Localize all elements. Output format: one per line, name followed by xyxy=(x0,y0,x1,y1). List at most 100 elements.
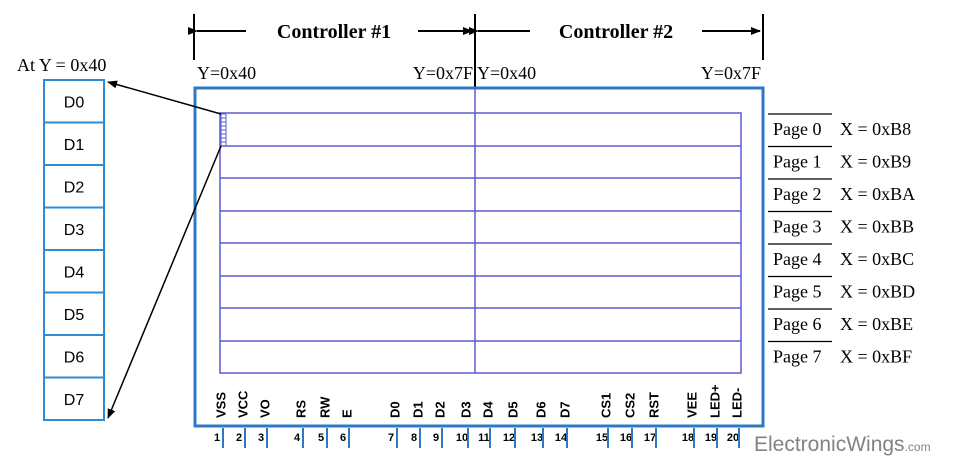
page-x-address: X = 0xB8 xyxy=(840,119,911,139)
controller-1-label: Controller #1 xyxy=(277,21,391,43)
page-label: Page 4 X = 0xBC xyxy=(768,243,914,269)
pin: CS2 16 xyxy=(620,393,638,448)
pin: CS1 15 xyxy=(596,393,614,448)
controller-2-label: Controller #2 xyxy=(559,21,673,43)
pin-number: 13 xyxy=(531,432,543,444)
page-name: Page 4 xyxy=(773,249,822,269)
pin-name: LED- xyxy=(730,388,745,418)
pin-name: D5 xyxy=(506,401,521,418)
page-name: Page 7 xyxy=(773,347,822,367)
pin-number: 18 xyxy=(682,432,694,444)
pin: D3 10 xyxy=(456,401,474,448)
page-label: Page 3 X = 0xBB xyxy=(768,210,914,237)
page-label: Page 1 X = 0xB9 xyxy=(768,145,911,172)
pin: D6 13 xyxy=(531,401,549,448)
controller-1-y-start: Y=0x40 xyxy=(197,63,256,83)
pin: RS 4 xyxy=(294,400,309,448)
pin-name: D4 xyxy=(481,401,496,418)
pin: VO 3 xyxy=(258,399,273,448)
pin-number: 11 xyxy=(478,432,490,444)
page-name: Page 6 xyxy=(773,314,822,334)
page-name: Page 0 xyxy=(773,119,822,139)
page-label: Page 7 X = 0xBF xyxy=(768,340,912,367)
pin-number: 10 xyxy=(456,432,468,444)
page-name: Page 2 xyxy=(773,184,822,204)
pin: RST 17 xyxy=(644,392,662,448)
controller-2-y-start: Y=0x40 xyxy=(477,63,536,83)
pin-number: 2 xyxy=(236,432,242,444)
pin: RW 5 xyxy=(318,396,333,448)
page-x-address: X = 0xBE xyxy=(840,314,913,334)
pin-name: D1 xyxy=(411,401,426,418)
byte-column-title: At Y = 0x40 xyxy=(17,55,106,75)
pin-number: 17 xyxy=(644,432,656,444)
pin-number: 9 xyxy=(433,432,439,444)
page-x-address: X = 0xBD xyxy=(840,282,915,302)
pointer-to-d0 xyxy=(107,80,222,115)
pin: LED- 20 xyxy=(727,388,745,448)
pin-name: RST xyxy=(647,392,662,418)
pin-name: D7 xyxy=(558,401,573,418)
bit-label: D2 xyxy=(64,179,85,196)
pin-name: RS xyxy=(294,400,309,418)
bit-cell xyxy=(43,164,105,209)
pin-name: VCC xyxy=(236,390,251,418)
bit-label: D5 xyxy=(64,307,85,324)
pin-name: LED+ xyxy=(708,384,723,418)
pin: D1 8 xyxy=(411,401,426,448)
page-x-address: X = 0xBC xyxy=(840,249,914,269)
pin-name: VO xyxy=(258,399,273,418)
bit-cell xyxy=(43,121,105,166)
byte-bit-column: D0 D1 D2 D3 D4 D5 D6 D7 xyxy=(43,79,105,421)
page-name: Page 3 xyxy=(773,217,822,237)
pin-name: CS1 xyxy=(599,393,614,418)
pin-name: D2 xyxy=(433,401,448,418)
pin-number: 7 xyxy=(388,432,394,444)
pin: D4 11 xyxy=(478,401,496,448)
pin-name: D6 xyxy=(534,401,549,418)
page-grid xyxy=(219,88,742,374)
pin-name: VEE xyxy=(685,392,700,418)
watermark-name: ElectronicWings xyxy=(754,433,905,456)
bit-label: D3 xyxy=(64,222,85,239)
pin-number: 4 xyxy=(294,432,301,444)
pointer-to-d7 xyxy=(107,145,222,419)
pin-name: CS2 xyxy=(623,393,638,418)
page-x-address: X = 0xBB xyxy=(840,217,914,237)
page-label: Page 2 X = 0xBA xyxy=(768,178,915,204)
page-x-address: X = 0xB9 xyxy=(840,152,911,172)
page-x-address: X = 0xBA xyxy=(840,184,915,204)
pin-number: 6 xyxy=(340,432,346,444)
pin-name: RW xyxy=(318,396,333,418)
pin-number: 19 xyxy=(705,432,717,444)
page-label: Page 0 X = 0xB8 xyxy=(768,113,911,139)
pin-number: 8 xyxy=(411,432,417,444)
pin-number: 1 xyxy=(214,432,220,444)
pin-name: D0 xyxy=(388,401,403,418)
bit-cell xyxy=(43,376,105,421)
pin-name: VSS xyxy=(214,392,229,418)
page-label: Page 6 X = 0xBE xyxy=(768,308,913,334)
bit-label: D7 xyxy=(64,392,85,409)
pin-name: E xyxy=(340,409,355,418)
pin: D2 9 xyxy=(433,401,448,448)
bit-label: D0 xyxy=(64,94,85,111)
pin: LED+ 19 xyxy=(705,384,723,448)
pin-number: 5 xyxy=(318,432,324,444)
pin-number: 14 xyxy=(555,432,568,444)
pin: VCC 2 xyxy=(236,390,251,448)
controller-2-y-end: Y=0x7F xyxy=(701,63,761,83)
pin: E6 xyxy=(340,409,355,448)
bit-cell xyxy=(43,291,105,336)
pin: D0 7 xyxy=(388,401,403,448)
pin-number: 15 xyxy=(596,432,608,444)
pin-number: 16 xyxy=(620,432,632,444)
page-labels: Page 0 X = 0xB8 Page 1 X = 0xB9 Page 2 X = 0x… xyxy=(768,113,915,367)
page-x-address: X = 0xBF xyxy=(840,347,912,367)
page-label: Page 5 X = 0xBD xyxy=(768,275,915,302)
controller-1-y-end: Y=0x7F xyxy=(413,63,473,83)
bit-label: D1 xyxy=(64,137,85,154)
pin: VSS 1 xyxy=(214,392,229,448)
pin-number: 20 xyxy=(727,432,739,444)
pin-number: 3 xyxy=(258,432,264,444)
